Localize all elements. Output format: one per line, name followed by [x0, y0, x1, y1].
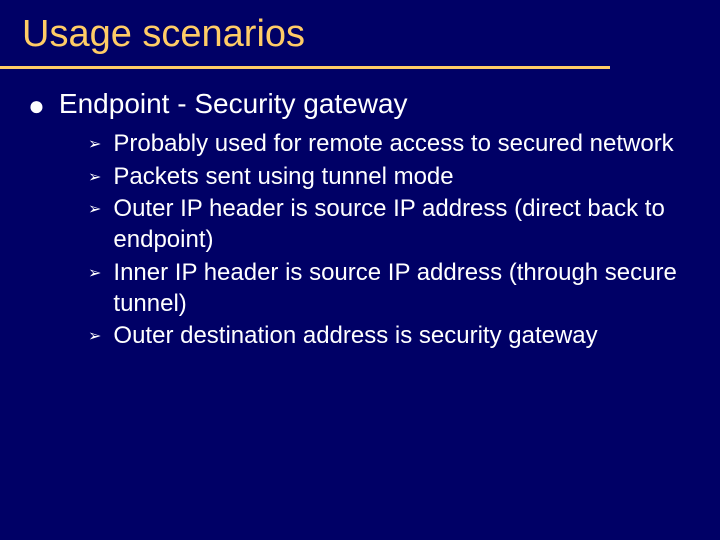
arrow-icon: ➢ [88, 196, 101, 225]
list-item-text: Outer destination address is security ga… [113, 321, 690, 352]
list-item: ➢ Outer IP header is source IP address (… [88, 194, 690, 255]
list-item: ➢ Packets sent using tunnel mode [88, 162, 690, 193]
arrow-icon: ➢ [88, 323, 101, 352]
slide: Usage scenarios ● Endpoint - Security ga… [0, 0, 720, 540]
level1-text: Endpoint - Security gateway [59, 86, 690, 121]
list-item-text: Probably used for remote access to secur… [113, 129, 690, 160]
title-underline [0, 66, 610, 69]
slide-content: ● Endpoint - Security gateway ➢ Probably… [0, 58, 720, 352]
bullet-dot-icon: ● [28, 88, 45, 123]
slide-title: Usage scenarios [0, 0, 720, 58]
list-item: ➢ Probably used for remote access to sec… [88, 129, 690, 160]
list-item: ➢ Inner IP header is source IP address (… [88, 258, 690, 319]
arrow-icon: ➢ [88, 260, 101, 289]
bullet-level1: ● Endpoint - Security gateway [28, 86, 690, 123]
list-item-text: Inner IP header is source IP address (th… [113, 258, 690, 319]
arrow-icon: ➢ [88, 164, 101, 193]
list-item: ➢ Outer destination address is security … [88, 321, 690, 352]
list-item-text: Outer IP header is source IP address (di… [113, 194, 690, 255]
arrow-icon: ➢ [88, 131, 101, 160]
level2-list: ➢ Probably used for remote access to sec… [28, 129, 690, 352]
list-item-text: Packets sent using tunnel mode [113, 162, 690, 193]
